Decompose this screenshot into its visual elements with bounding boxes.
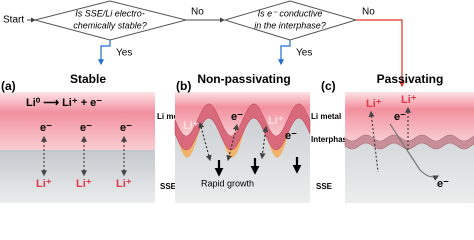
yes-label: Yes: [296, 48, 312, 59]
arrow: [419, 169, 440, 181]
layer-label: SSE: [160, 182, 177, 191]
reaction: Li⁰ ⟶ Li⁺ + e⁻: [26, 97, 102, 109]
ion: Li⁺: [116, 178, 132, 190]
layer-label: Li metal: [157, 112, 187, 121]
arrow: [259, 125, 269, 160]
panel-label: (b): [176, 79, 191, 93]
ion: Li⁺: [366, 98, 382, 110]
panel-a: (a) Stable Li⁰ ⟶ Li⁺ + e⁻ e⁻ e⁻ e⁻ Li⁺ L…: [0, 72, 187, 203]
ion: Li⁺: [36, 178, 52, 190]
electron: e⁻: [80, 122, 92, 134]
layer-label: Interphase: [311, 135, 352, 144]
layer-label: Li metal: [311, 112, 341, 121]
electron: e⁻: [285, 130, 297, 142]
li-metal: [0, 92, 155, 150]
panel-c: [344, 92, 474, 203]
question: in the interphase?: [254, 20, 326, 30]
no-label: No: [362, 7, 375, 18]
page: {"flowchart": {"start": "Start", "questi…: [0, 0, 474, 203]
no-label: No: [191, 7, 204, 18]
layer-label: SSE: [316, 182, 333, 191]
ion: Li⁺: [401, 94, 417, 106]
yes-label: Yes: [116, 48, 132, 59]
arrow: [98, 40, 111, 66]
orange-growth: [175, 118, 310, 158]
start: Start: [3, 15, 24, 26]
interphase: [344, 134, 474, 150]
electron: e⁻: [394, 111, 406, 123]
panel-label: (c): [321, 79, 336, 93]
electron: e⁻: [437, 178, 449, 190]
panel-title: Non-passivating: [197, 72, 290, 86]
arrow: [389, 123, 421, 171]
question: Is SSE/Li electro-: [75, 8, 145, 18]
ion: Li⁺: [76, 178, 92, 190]
li-metal: [175, 92, 310, 136]
interphase: [174, 103, 311, 151]
panel-label: (a): [1, 79, 16, 93]
question: chemically stable?: [73, 20, 147, 30]
ion: Li⁺: [183, 120, 199, 132]
note: Rapid growth: [201, 178, 254, 188]
panel-b: [174, 92, 311, 203]
diagram: Start Is SSE/Li electro- chemically stab…: [0, 0, 474, 203]
electron: e⁻: [40, 122, 52, 134]
panel-title: Passivating: [377, 72, 444, 86]
li-metal: [345, 92, 474, 141]
sse: [0, 150, 155, 203]
ion: Li⁺: [268, 115, 284, 127]
arrow: [356, 19, 405, 88]
panel-b-labels: (b) Non-passivating Li⁺ Li⁺ e⁻ e⁻ Rapid …: [176, 72, 352, 191]
arrow: [278, 40, 291, 66]
panel-title: Stable: [70, 72, 106, 86]
electron: e⁻: [120, 122, 132, 134]
question: Is e⁻ conductive: [258, 8, 323, 18]
panel-c-labels: (c) Passivating Li⁺ Li⁺ e⁻ e⁻: [321, 72, 449, 190]
electron: e⁻: [231, 111, 243, 123]
flowchart: Start Is SSE/Li electro- chemically stab…: [3, 0, 405, 88]
